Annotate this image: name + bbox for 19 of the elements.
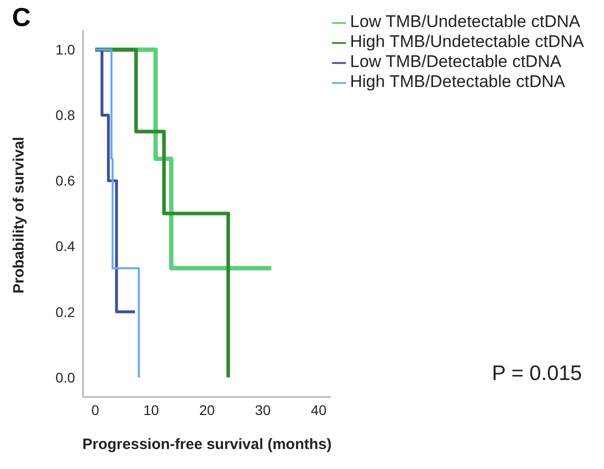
x-tick-label: 0 xyxy=(91,402,100,418)
y-tick-label: 0.0 xyxy=(56,369,76,386)
y-tick-label: 0.4 xyxy=(56,238,76,254)
y-axis-title: Probability of survival xyxy=(10,136,28,294)
x-tick-label: 40 xyxy=(310,402,327,418)
y-tick-label: 1.0 xyxy=(56,42,76,58)
x-tick-label: 20 xyxy=(199,402,215,418)
legend-label: High TMB/Undetectable ctDNA xyxy=(350,32,584,51)
text: P = 0.015 xyxy=(492,362,582,386)
y-tick-label: 0.2 xyxy=(56,304,76,320)
legend-label: Low TMB/Undetectable ctDNA xyxy=(350,12,580,31)
x-axis-title: Progression-free survival (months) xyxy=(82,436,332,453)
chart-title: C xyxy=(12,2,31,33)
x-tick-label: 10 xyxy=(143,402,160,418)
y-tick-label: 0.8 xyxy=(56,107,76,124)
x-tick-label: 30 xyxy=(255,402,271,418)
y-tick-label: 0.6 xyxy=(56,172,76,189)
legend-label: Low TMB/Detectable ctDNA xyxy=(350,52,562,71)
legend-label: High TMB/Detectable ctDNA xyxy=(350,72,566,91)
